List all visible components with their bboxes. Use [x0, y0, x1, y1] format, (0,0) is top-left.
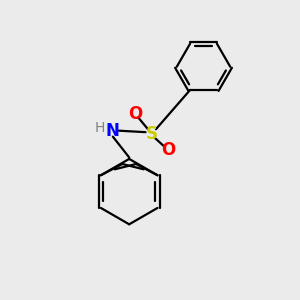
Text: S: S — [146, 125, 158, 143]
Text: H: H — [94, 121, 105, 135]
Text: O: O — [128, 105, 142, 123]
Text: N: N — [106, 122, 120, 140]
Text: O: O — [161, 141, 175, 159]
